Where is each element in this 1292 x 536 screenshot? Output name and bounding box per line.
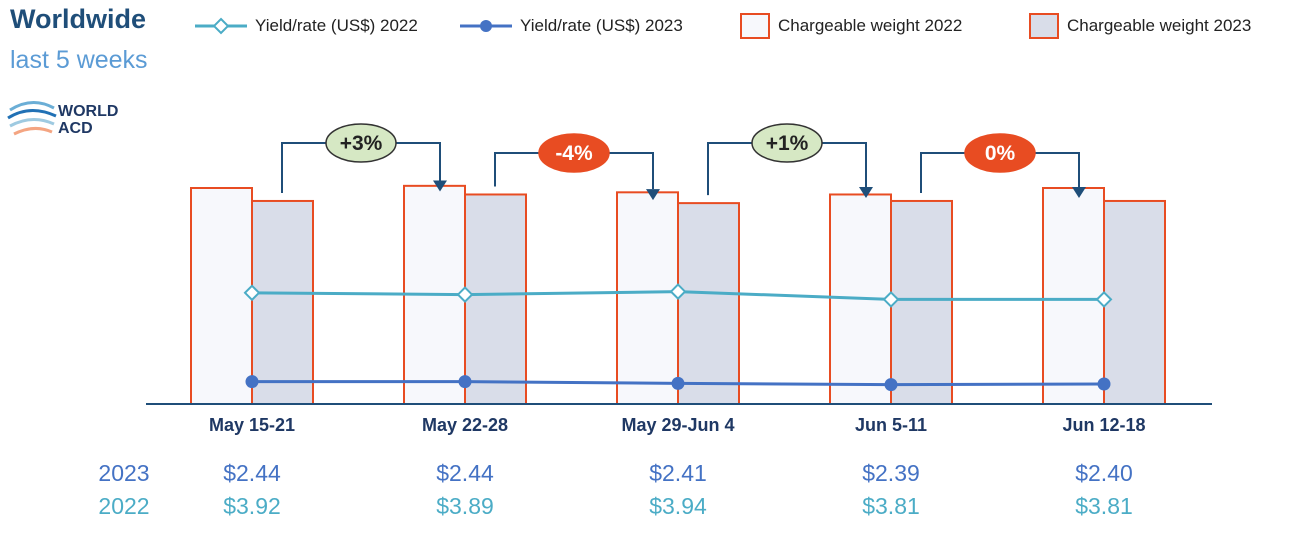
x-tick-label: May 15-21 [209,415,295,435]
point-yield-2023 [458,375,472,389]
point-yield-2022 [456,286,474,304]
bar-weight-2023 [464,193,527,405]
circle-line-marker-icon [460,20,512,32]
arrowhead-icon [646,189,660,201]
legend-item-weight-2023: Chargeable weight 2023 [1029,12,1251,40]
x-tick-label: May 22-28 [422,415,508,435]
value-2023: $2.44 [223,460,281,486]
point-yield-2022 [669,283,687,301]
bar-weight-2023 [1103,199,1166,405]
legend-item-yield-2023: Yield/rate (US$) 2023 [460,12,683,40]
bar-weight-2023 [677,202,740,405]
legend-item-weight-2022: Chargeable weight 2022 [740,12,962,40]
change-badge-text: +1% [766,132,809,155]
logo-text-line1: WORLD [58,103,119,120]
value-2022: $3.89 [436,493,494,519]
bar-weight-2022 [190,187,253,405]
chart-title: Worldwide [10,4,147,34]
bar-weight-2023 [890,199,953,405]
point-yield-2023 [1097,377,1111,391]
x-tick-label: Jun 12-18 [1062,415,1145,435]
point-yield-2022 [882,290,900,308]
change-badge [538,133,610,173]
change-badge [325,123,397,163]
arrowhead-icon [1072,186,1086,198]
filled-box-marker-icon [1029,13,1059,39]
arrowhead-icon [433,180,447,192]
logo-text: WORLD ACD [58,103,118,137]
x-tick-label: Jun 5-11 [855,415,927,435]
legend-label: Chargeable weight 2022 [778,16,963,35]
change-badge-text: -4% [555,142,593,165]
value-2022: $3.81 [862,493,920,519]
value-2022: $3.92 [223,493,281,519]
box-marker-icon [740,13,770,39]
chart-subtitle: last 5 weeks [10,46,148,74]
bar-weight-2022 [616,191,679,405]
diamond-line-marker-icon [195,17,247,35]
bar-weight-2023 [251,199,314,405]
legend-label: Chargeable weight 2023 [1067,16,1252,35]
point-yield-2023 [884,378,898,392]
change-badge [964,133,1036,173]
change-badge-text: 0% [985,142,1016,165]
value-2023: $2.40 [1075,460,1133,486]
logo-text-line2: ACD [58,120,93,137]
change-badge-text: +3% [340,132,383,155]
x-tick-label: May 29-Jun 4 [621,415,734,435]
row-label-2022: 2022 [98,493,149,519]
point-yield-2023 [245,375,259,389]
point-yield-2023 [671,376,685,390]
change-badge [751,123,823,163]
arrowhead-icon [859,186,873,198]
point-yield-2022 [1095,290,1113,308]
value-2023: $2.41 [649,460,707,486]
value-2022: $3.94 [649,493,707,519]
value-2023: $2.44 [436,460,494,486]
legend-item-yield-2022: Yield/rate (US$) 2022 [195,12,418,40]
point-yield-2022 [243,284,261,302]
world-acd-logo [7,101,57,136]
row-label-2023: 2023 [98,460,149,486]
bar-weight-2022 [1042,187,1105,405]
value-2022: $3.81 [1075,493,1133,519]
legend-label: Yield/rate (US$) 2022 [255,16,418,35]
legend-label: Yield/rate (US$) 2023 [520,16,683,35]
value-2023: $2.39 [862,460,920,486]
